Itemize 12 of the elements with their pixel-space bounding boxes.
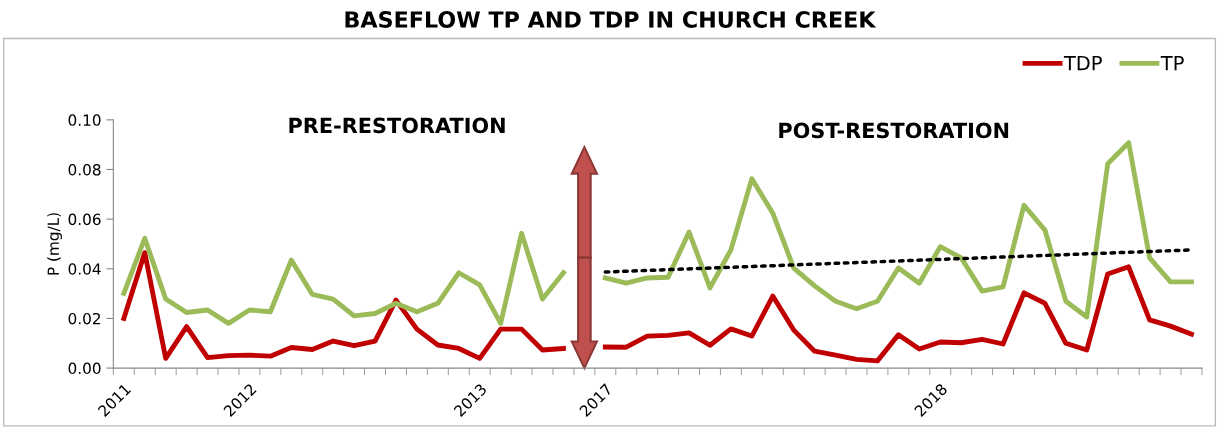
y-tick-label: 0.08: [68, 163, 101, 176]
annotation: POST-RESTORATION: [779, 122, 1009, 139]
legend-label: TDP: [1063, 56, 1102, 71]
annotation: PRE-RESTORATION: [289, 117, 505, 134]
y-tick-label: 0.00: [68, 362, 101, 375]
y-tick-label: 0.02: [68, 312, 101, 325]
y-tick-label: 0.04: [68, 263, 101, 275]
chart-title: BASEFLOW TP AND TDP IN CHURCH CREEK: [345, 11, 877, 28]
legend-label: TP: [1160, 56, 1184, 71]
y-axis-title: P (mg/L): [47, 213, 62, 275]
y-tick-label: 0.10: [68, 114, 101, 126]
y-tick-label: 0.06: [68, 213, 101, 226]
